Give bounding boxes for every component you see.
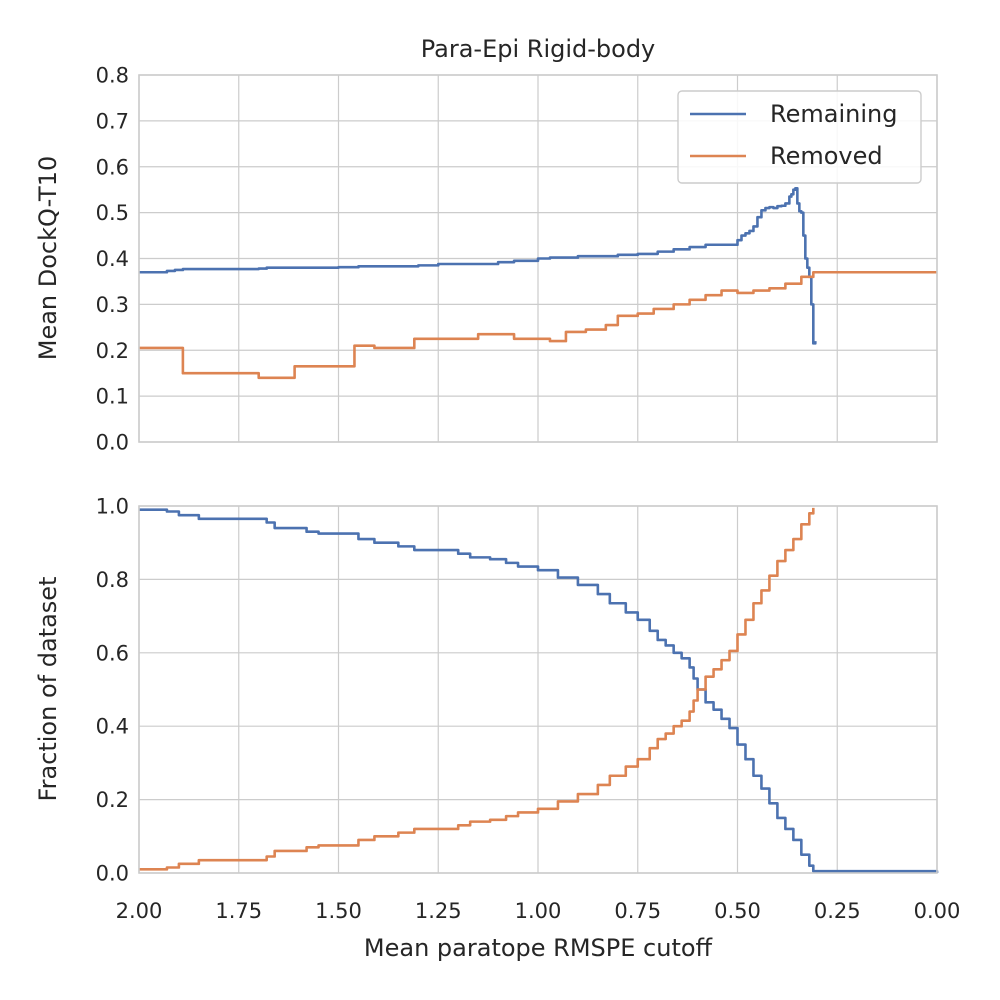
x-tick-label: 0.25 xyxy=(814,899,861,923)
bottom-y-tick-label: 0.2 xyxy=(96,788,129,812)
x-tick-label: 0.75 xyxy=(614,899,661,923)
top-series-line-removed xyxy=(139,270,937,380)
bottom-y-tick-label: 1.0 xyxy=(96,495,129,519)
x-axis-label: Mean paratope RMSPE cutoff xyxy=(364,934,713,962)
top-y-tick-label: 0.8 xyxy=(96,64,129,88)
top-y-tick-label: 0.6 xyxy=(96,155,129,179)
panel-fraction-of-dataset: 0.0 0.2 0.4 0.6 0.8 1.0 2.00 1.75 1.50 1.25 1.00 0… xyxy=(34,495,960,963)
legend-label-remaining: Remaining xyxy=(770,100,897,128)
legend: Remaining Removed xyxy=(677,90,922,184)
top-y-axis-label: Mean DockQ-T10 xyxy=(34,156,62,361)
top-y-tick-label: 0.2 xyxy=(96,339,129,363)
x-tick-label: 1.75 xyxy=(215,899,262,923)
top-plot-frame xyxy=(138,74,938,443)
bottom-plot-frame xyxy=(138,505,938,874)
top-y-tick-label: 0.3 xyxy=(96,293,129,317)
top-y-tick-labels: 0.0 0.1 0.2 0.3 0.4 0.5 0.6 0.7 0.8 xyxy=(96,64,129,455)
top-y-tick-label: 0.4 xyxy=(96,247,129,271)
bottom-series-line-removed xyxy=(139,507,815,871)
top-y-tick-label: 0.0 xyxy=(96,431,129,455)
bottom-y-tick-labels: 0.0 0.2 0.4 0.6 0.8 1.0 xyxy=(96,495,129,886)
bottom-y-axis-label: Fraction of dataset xyxy=(34,577,62,802)
bottom-series-line-remaining xyxy=(139,508,939,873)
top-y-tick-label: 0.1 xyxy=(96,385,129,409)
top-y-tick-label: 0.7 xyxy=(96,109,129,133)
top-series-line-remaining xyxy=(139,187,817,345)
bottom-x-tick-labels: 2.00 1.75 1.50 1.25 1.00 0.75 0.50 0.25 0.00 xyxy=(116,899,961,923)
top-title: Para-Epi Rigid-body xyxy=(421,35,656,63)
bottom-y-tick-label: 0.4 xyxy=(96,715,129,739)
x-tick-label: 1.00 xyxy=(515,899,562,923)
bottom-y-tick-label: 0.8 xyxy=(96,568,129,592)
x-tick-label: 1.25 xyxy=(415,899,462,923)
legend-label-removed: Removed xyxy=(770,142,883,170)
bottom-y-tick-label: 0.0 xyxy=(96,862,129,886)
panel-mean-dockq: 0.0 0.1 0.2 0.3 0.4 0.5 0.6 0.7 0.8 Para-Epi Rig… xyxy=(34,35,938,455)
x-tick-label: 0.50 xyxy=(714,899,761,923)
bottom-series-layer xyxy=(139,507,939,873)
top-series-layer xyxy=(139,187,937,380)
x-tick-label: 1.50 xyxy=(315,899,362,923)
x-tick-label: 0.00 xyxy=(914,899,961,923)
top-y-tick-label: 0.5 xyxy=(96,201,129,225)
x-tick-label: 2.00 xyxy=(116,899,163,923)
bottom-y-tick-label: 0.6 xyxy=(96,641,129,665)
